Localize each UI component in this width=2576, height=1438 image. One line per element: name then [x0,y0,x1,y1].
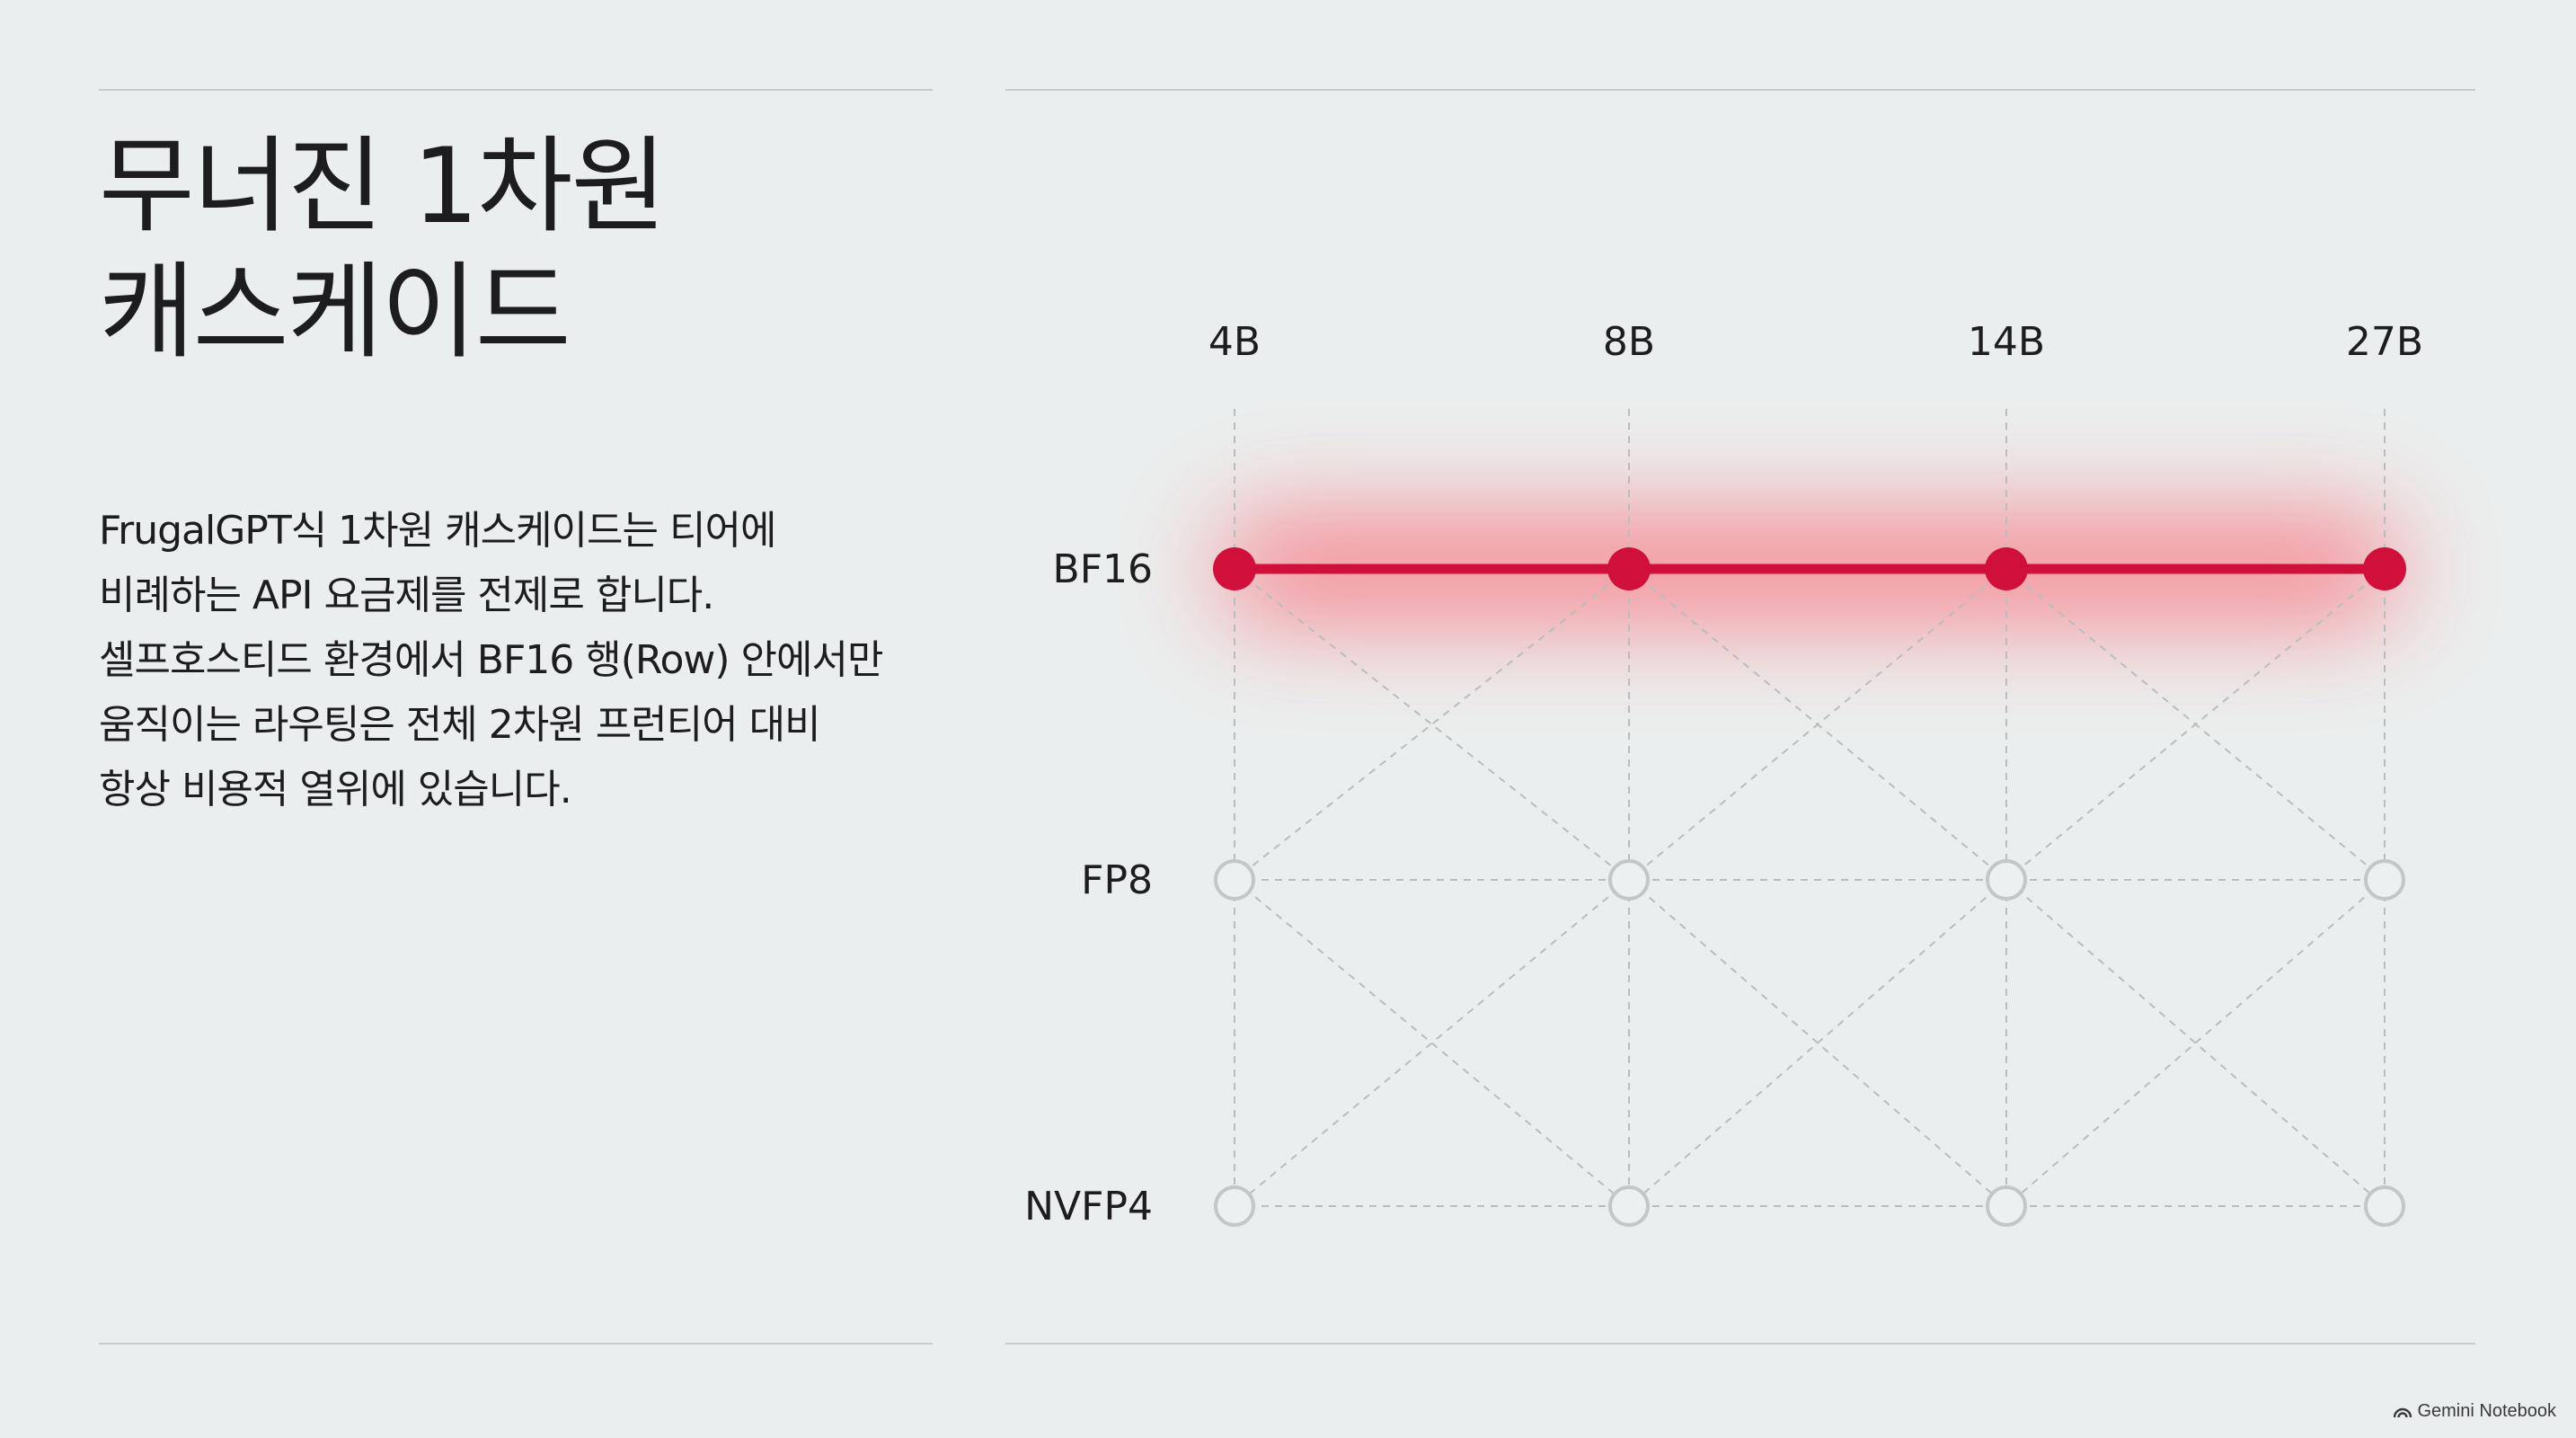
body-paragraph: FrugalGPT식 1차원 캐스케이드는 티어에 비례하는 API 요금제를 … [99,499,961,822]
top-rule-left [99,89,933,91]
body-line-3: 셀프호스티드 환경에서 BF16 행(Row) 안에서만 [99,637,883,683]
body-line-2: 비례하는 API 요금제를 전제로 합니다. [99,573,714,618]
grid-diagonal-line [1234,879,1630,1207]
grid-diagonal-line [1628,879,2007,1207]
column-label-4B: 4B [1208,319,1261,365]
node-BF16-14B [1985,547,2028,590]
column-label-14B: 14B [1968,319,2045,365]
grid-diagonal-line [2005,568,2386,881]
bottom-rule-right [1005,1343,2475,1345]
column-label-27B: 27B [2346,319,2423,365]
grid-diagonal-line [1628,568,2007,881]
node-FP8-4B [1214,859,1255,901]
grid-diagonal-line [1234,568,1630,881]
row-label-NVFP4: NVFP4 [1024,1184,1153,1229]
column-label-8B: 8B [1603,319,1655,365]
bottom-rule-left [99,1343,933,1345]
title-line-2: 캐스케이드 [99,252,571,373]
gemini-logo-icon [2394,1407,2412,1417]
node-NVFP4-27B [2364,1185,2405,1227]
node-NVFP4-14B [1986,1185,2027,1227]
body-line-1: FrugalGPT식 1차원 캐스케이드는 티어에 [99,508,776,554]
footer-brand-label: Gemini Notebook [2417,1401,2556,1421]
node-FP8-14B [1986,859,2027,901]
grid-diagonal-line [1234,879,1630,1207]
node-NVFP4-8B [1608,1185,1650,1227]
body-line-5: 항상 비용적 열위에 있습니다. [99,767,572,812]
node-FP8-27B [2364,859,2405,901]
grid-diagonal-line [1234,568,1630,881]
row-label-BF16: BF16 [1053,546,1153,592]
row-label-FP8: FP8 [1081,857,1153,903]
grid-diagonal-line [2005,879,2386,1207]
footer-brand: Gemini Notebook [2394,1401,2556,1422]
node-BF16-4B [1213,547,1256,590]
node-BF16-27B [2363,547,2406,590]
body-line-4: 움직이는 라우팅은 전체 2차원 프런티어 대비 [99,702,821,748]
node-FP8-8B [1608,859,1650,901]
top-rule-right [1005,89,2475,91]
title-line-1: 무너진 1차원 [99,126,667,247]
node-BF16-8B [1607,547,1651,590]
page-title: 무너진 1차원 캐스케이드 [99,124,667,376]
node-NVFP4-4B [1214,1185,1255,1227]
